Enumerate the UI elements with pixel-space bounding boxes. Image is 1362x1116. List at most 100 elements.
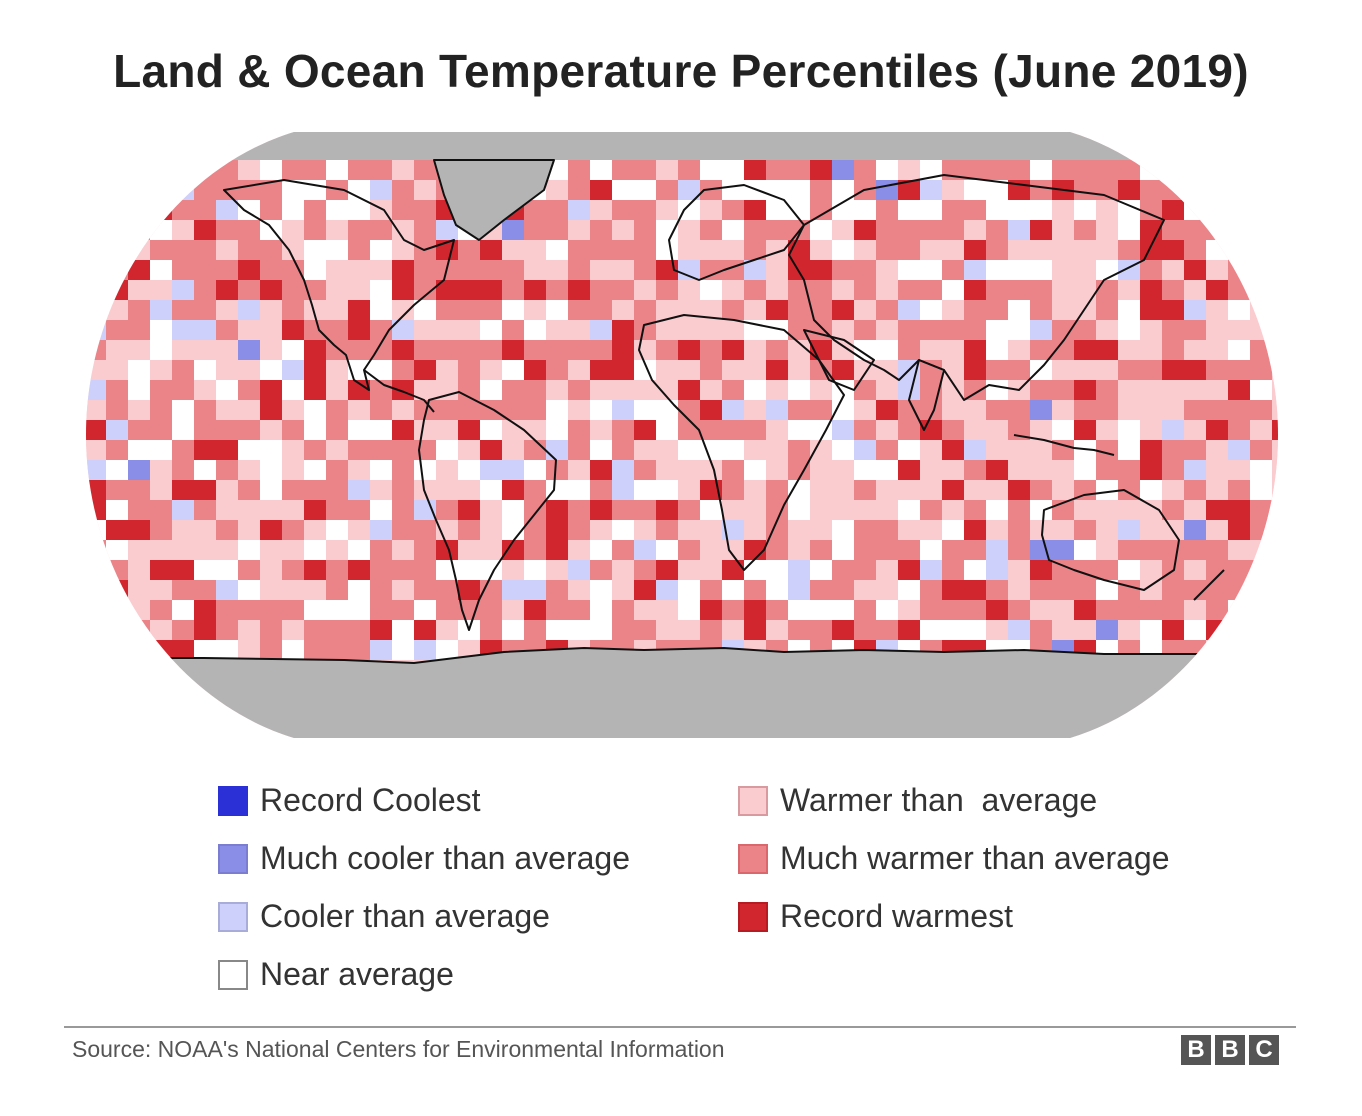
temperature-cell bbox=[1008, 500, 1030, 520]
coast-indonesia bbox=[1013, 434, 1115, 456]
temperature-cell bbox=[1030, 180, 1052, 200]
temperature-cell bbox=[128, 480, 150, 500]
temperature-cell bbox=[590, 200, 612, 220]
temperature-cell bbox=[568, 380, 590, 400]
temperature-cell bbox=[216, 300, 238, 320]
temperature-cell bbox=[546, 580, 568, 600]
temperature-cell bbox=[1008, 580, 1030, 600]
temperature-cell bbox=[414, 620, 436, 640]
temperature-cell bbox=[172, 380, 194, 400]
temperature-cell bbox=[612, 340, 634, 360]
temperature-cell bbox=[876, 280, 898, 300]
temperature-cell bbox=[1140, 560, 1162, 580]
temperature-cell bbox=[348, 520, 370, 540]
temperature-cell bbox=[1052, 540, 1074, 560]
temperature-cell bbox=[1030, 520, 1052, 540]
temperature-cell bbox=[634, 500, 656, 520]
temperature-cell bbox=[854, 400, 876, 420]
temperature-cell bbox=[766, 360, 788, 380]
temperature-cell bbox=[1250, 220, 1272, 240]
temperature-cell bbox=[546, 420, 568, 440]
temperature-cell bbox=[1228, 320, 1250, 340]
temperature-cell bbox=[678, 500, 700, 520]
temperature-cell bbox=[86, 440, 106, 460]
temperature-cell bbox=[1008, 160, 1030, 180]
temperature-cell bbox=[876, 440, 898, 460]
temperature-cell bbox=[172, 180, 194, 200]
temperature-cell bbox=[744, 360, 766, 380]
temperature-cell bbox=[1140, 600, 1162, 620]
temperature-cell bbox=[612, 360, 634, 380]
temperature-cell bbox=[326, 520, 348, 540]
temperature-cell bbox=[920, 220, 942, 240]
temperature-cell bbox=[1140, 500, 1162, 520]
temperature-cell bbox=[766, 260, 788, 280]
temperature-cell bbox=[480, 440, 502, 460]
temperature-cell bbox=[370, 520, 392, 540]
map-svg bbox=[86, 132, 1278, 738]
temperature-cell bbox=[964, 580, 986, 600]
temperature-cell bbox=[1162, 320, 1184, 340]
temperature-cell bbox=[150, 160, 172, 180]
temperature-cell bbox=[194, 200, 216, 220]
temperature-cell bbox=[392, 360, 414, 380]
temperature-cell bbox=[1206, 320, 1228, 340]
temperature-cell bbox=[744, 580, 766, 600]
temperature-cell bbox=[612, 580, 634, 600]
temperature-cell bbox=[1272, 220, 1278, 240]
temperature-cell bbox=[612, 620, 634, 640]
temperature-cell bbox=[920, 580, 942, 600]
temperature-cell bbox=[86, 320, 106, 340]
temperature-cell bbox=[876, 320, 898, 340]
temperature-cell bbox=[392, 400, 414, 420]
temperature-cell bbox=[1272, 500, 1278, 520]
temperature-cell bbox=[392, 620, 414, 640]
temperature-cell bbox=[678, 600, 700, 620]
temperature-cell bbox=[1118, 400, 1140, 420]
temperature-cell bbox=[1162, 500, 1184, 520]
temperature-cell bbox=[106, 560, 128, 580]
temperature-cell bbox=[744, 200, 766, 220]
temperature-cell bbox=[964, 180, 986, 200]
temperature-cell bbox=[634, 240, 656, 260]
legend-swatch bbox=[738, 843, 768, 874]
temperature-cell bbox=[722, 620, 744, 640]
temperature-cell bbox=[964, 600, 986, 620]
temperature-cell bbox=[568, 280, 590, 300]
temperature-cell bbox=[86, 400, 106, 420]
temperature-cell bbox=[480, 620, 502, 640]
temperature-cell bbox=[656, 480, 678, 500]
temperature-cell bbox=[744, 620, 766, 640]
temperature-cell bbox=[150, 540, 172, 560]
temperature-cell bbox=[546, 620, 568, 640]
temperature-cell bbox=[568, 360, 590, 380]
temperature-cell bbox=[1140, 380, 1162, 400]
temperature-cell bbox=[1162, 380, 1184, 400]
temperature-cell bbox=[810, 220, 832, 240]
temperature-cell bbox=[1272, 320, 1278, 340]
temperature-cell bbox=[1184, 620, 1206, 640]
temperature-cell bbox=[722, 440, 744, 460]
temperature-cell bbox=[1228, 180, 1250, 200]
temperature-cell bbox=[1074, 260, 1096, 280]
temperature-cell bbox=[326, 640, 348, 660]
temperature-cell bbox=[898, 560, 920, 580]
temperature-cell bbox=[634, 320, 656, 340]
temperature-cell bbox=[920, 560, 942, 580]
temperature-cell bbox=[1030, 220, 1052, 240]
temperature-cell bbox=[326, 160, 348, 180]
temperature-cell bbox=[832, 460, 854, 480]
temperature-cell bbox=[876, 200, 898, 220]
temperature-cell bbox=[238, 280, 260, 300]
temperature-cell bbox=[436, 620, 458, 640]
temperature-cell bbox=[854, 260, 876, 280]
temperature-cell bbox=[766, 540, 788, 560]
temperature-cell bbox=[1184, 580, 1206, 600]
temperature-cell bbox=[392, 280, 414, 300]
temperature-cell bbox=[436, 400, 458, 420]
temperature-cell bbox=[304, 240, 326, 260]
temperature-cell bbox=[502, 540, 524, 560]
temperature-cell bbox=[1162, 260, 1184, 280]
temperature-cell bbox=[128, 300, 150, 320]
temperature-cell bbox=[854, 460, 876, 480]
